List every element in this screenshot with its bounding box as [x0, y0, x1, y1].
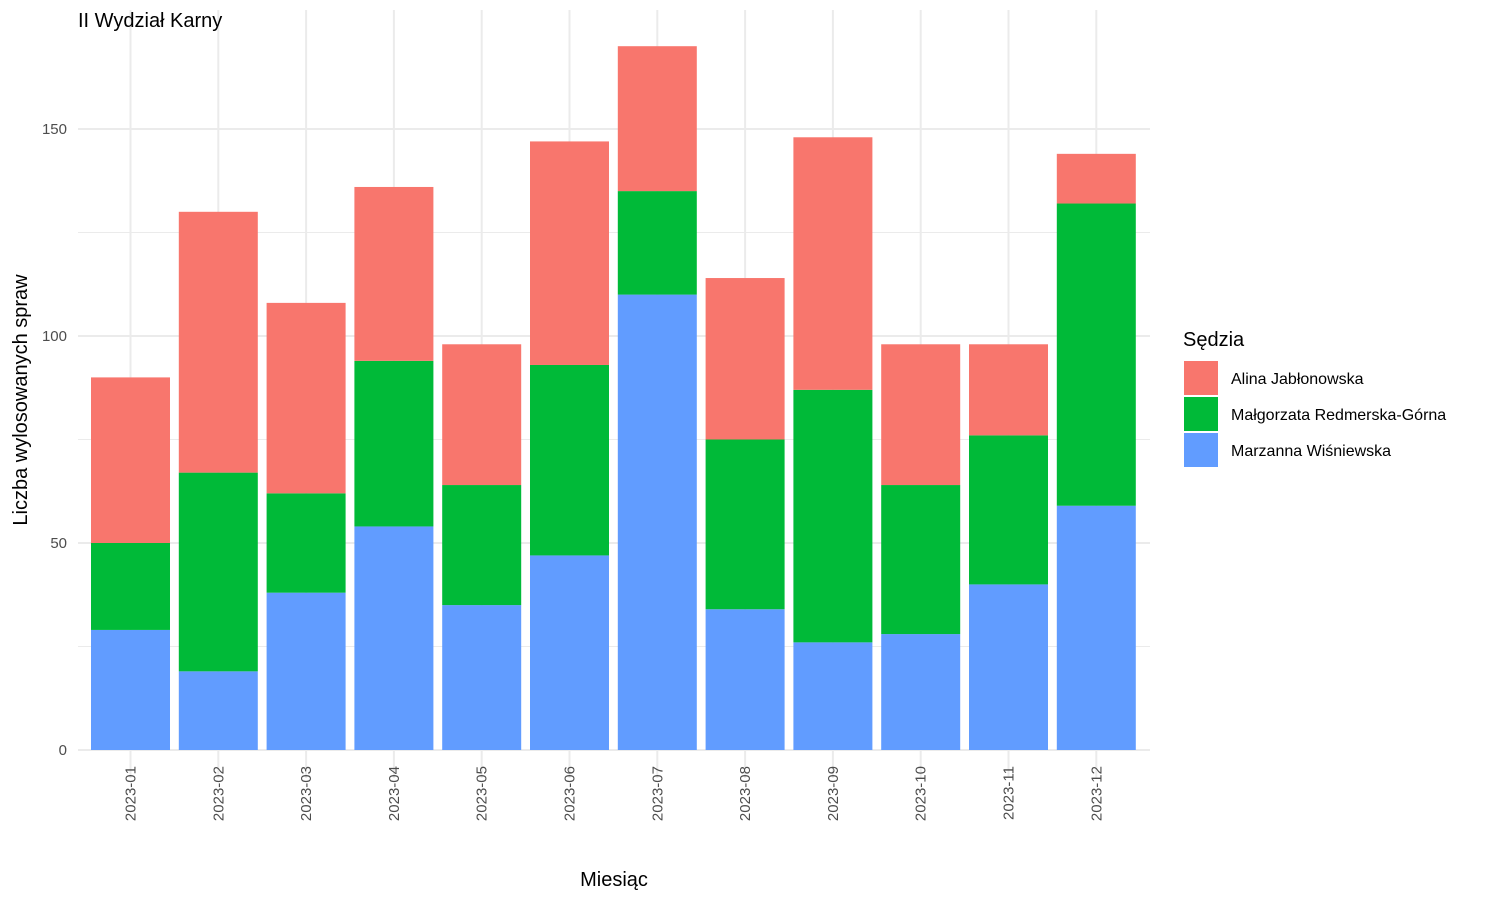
bar-segment — [705, 278, 785, 440]
bar-segment — [617, 46, 697, 192]
bar-segment — [178, 211, 258, 473]
bar-segment — [705, 609, 785, 750]
bar-segment — [91, 377, 170, 543]
y-tick-label: 150 — [42, 121, 67, 138]
legend-label: Alina Jabłonowska — [1231, 371, 1364, 388]
x-tick-label: 2023-05 — [474, 766, 491, 821]
bar-segment — [442, 605, 522, 750]
legend-label: Małgorzata Redmerska-Górna — [1231, 407, 1446, 424]
legend-swatch — [1184, 433, 1218, 467]
bar-segment — [793, 642, 873, 750]
y-axis-title: Liczba wylosowanych spraw — [10, 274, 32, 526]
bar-segment — [530, 555, 609, 750]
bars — [91, 46, 1136, 750]
x-tick-label: 2023-03 — [298, 766, 315, 821]
x-tick-label: 2023-01 — [123, 766, 140, 821]
x-axis-ticks: 2023-01 2023-02 2023-03 2023-04 2023-05 2023-… — [123, 766, 1106, 821]
y-tick-label: 100 — [42, 328, 67, 345]
x-tick-label: 2023-08 — [737, 766, 754, 821]
chart-title: II Wydział Karny — [78, 10, 222, 32]
bar-segment — [354, 360, 434, 527]
bar-segment — [793, 389, 873, 643]
bar-segment — [266, 592, 346, 750]
bar-segment — [442, 344, 522, 486]
y-tick-label: 0 — [59, 742, 67, 759]
y-tick-label: 50 — [50, 535, 67, 552]
legend-title: Sędzia — [1183, 329, 1245, 351]
bar-segment — [617, 191, 697, 295]
bar-segment — [1056, 203, 1136, 506]
legend: Sędzia Alina Jabłonowska Małgorzata Redme… — [1183, 329, 1446, 467]
bar-segment — [617, 294, 697, 750]
x-tick-label: 2023-11 — [1001, 766, 1018, 820]
bar-segment — [1056, 153, 1136, 204]
bar-segment — [881, 485, 961, 635]
bar-segment — [705, 439, 785, 610]
bar-segment — [881, 344, 961, 486]
bar-segment — [969, 584, 1048, 750]
bar-segment — [793, 137, 873, 390]
bar-segment — [881, 634, 961, 750]
x-tick-label: 2023-06 — [562, 766, 579, 821]
bar-segment — [178, 671, 258, 750]
y-axis-ticks: 0 50 100 150 — [42, 121, 67, 759]
bar-segment — [354, 526, 434, 750]
x-tick-label: 2023-02 — [210, 766, 227, 821]
legend-swatch — [1184, 397, 1218, 431]
bar-segment — [530, 364, 609, 556]
bar-segment — [1056, 505, 1136, 750]
x-axis-title: Miesiąc — [580, 869, 648, 891]
bar-segment — [178, 472, 258, 672]
x-tick-label: 2023-09 — [825, 766, 842, 821]
legend-swatch — [1184, 361, 1218, 395]
bar-segment — [354, 186, 434, 361]
bar-segment — [266, 493, 346, 593]
bar-segment — [266, 302, 346, 494]
bar-segment — [969, 344, 1048, 436]
bar-segment — [530, 141, 609, 365]
bar-segment — [969, 435, 1048, 585]
x-tick-label: 2023-04 — [386, 766, 403, 821]
x-tick-label: 2023-07 — [649, 766, 666, 821]
x-tick-label: 2023-12 — [1088, 766, 1105, 821]
bar-segment — [91, 629, 170, 750]
bar-segment — [442, 485, 522, 606]
legend-label: Marzanna Wiśniewska — [1231, 443, 1391, 460]
x-tick-label: 2023-10 — [913, 766, 930, 821]
bar-segment — [91, 543, 170, 630]
